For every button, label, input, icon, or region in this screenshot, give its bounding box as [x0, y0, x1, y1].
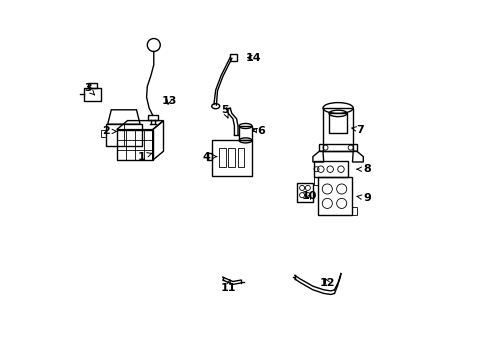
- Text: 12: 12: [319, 278, 334, 288]
- Text: 10: 10: [301, 191, 316, 201]
- Text: 6: 6: [252, 126, 264, 136]
- Text: 13: 13: [161, 96, 176, 106]
- Text: 2: 2: [102, 126, 116, 136]
- Text: 4: 4: [203, 152, 216, 162]
- Text: 14: 14: [245, 53, 261, 63]
- Text: 1: 1: [138, 152, 151, 162]
- Text: 9: 9: [356, 193, 370, 203]
- Text: 7: 7: [351, 125, 363, 135]
- Text: 11: 11: [220, 280, 236, 293]
- Text: 5: 5: [221, 105, 228, 118]
- Text: 3: 3: [84, 83, 94, 95]
- Text: 8: 8: [356, 164, 370, 174]
